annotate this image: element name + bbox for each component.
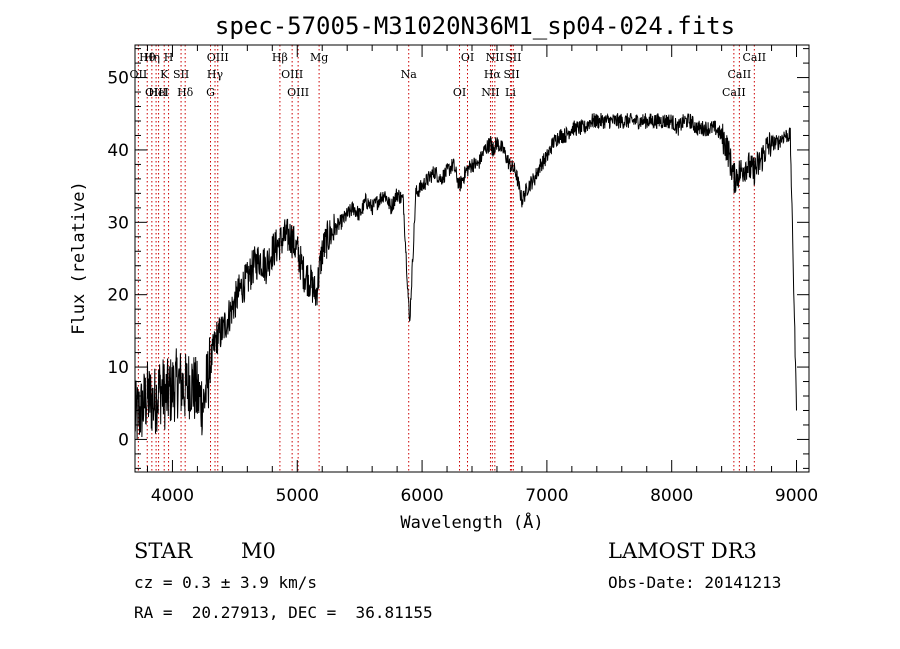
line-marker-label: Hη [144, 51, 160, 64]
y-axis-label: Flux (relative) [69, 181, 89, 335]
line-marker-label: Li [505, 86, 516, 99]
line-marker-label: OIII [207, 51, 229, 64]
object-subclass: M0 [241, 539, 276, 563]
line-marker-label: OIII [287, 86, 309, 99]
line-marker-label: SII [505, 51, 521, 64]
line-marker-label: OI [461, 51, 474, 64]
line-marker-label: SII [503, 68, 519, 81]
line-marker-label: OIII [281, 68, 303, 81]
line-marker-label: Hγ [207, 68, 224, 81]
y-tick-label: 50 [107, 69, 129, 89]
x-tick-label: 9000 [775, 486, 818, 506]
observation-date: Obs-Date: 20141213 [608, 573, 782, 592]
x-tick-label: 5000 [276, 486, 319, 506]
plot-frame [134, 44, 810, 473]
x-tick-label: 4000 [151, 486, 194, 506]
x-tick-label: 6000 [400, 486, 443, 506]
y-tick-label: 10 [107, 358, 129, 378]
y-tick-label: 0 [118, 430, 129, 450]
object-class: STAR [134, 539, 193, 563]
line-marker-label: CaII [742, 51, 766, 64]
line-marker-label: OII [130, 68, 148, 81]
y-tick-label: 30 [107, 213, 129, 233]
x-tick-label: 8000 [650, 486, 693, 506]
line-marker-label: H [164, 51, 174, 64]
line-marker-label: Hδ [177, 86, 194, 99]
y-tick-label: 40 [107, 141, 129, 161]
line-marker-label: OIII [145, 86, 167, 99]
coordinates-text: RA = 20.27913, DEC = 36.81155 [134, 603, 433, 622]
line-marker-label: SII [173, 68, 189, 81]
y-axis: 0 10 20 30 40 50 [107, 48, 809, 469]
line-marker-label: G [206, 86, 215, 99]
chart-title: spec-57005-M31020N36M1_sp04-024.fits [215, 12, 735, 40]
line-marker-label: Na [401, 68, 418, 81]
line-marker-label: Mg [310, 51, 328, 64]
survey-label: LAMOST DR3 [608, 539, 757, 563]
line-marker-label: Hα [484, 68, 502, 81]
line-marker-label: NII [481, 86, 499, 99]
line-marker-label: K [160, 68, 169, 81]
line-marker-labels: Hθ OII OIII HηK HeI H SII Hδ OIII Hγ G Hβ OIII OIII Mg… [130, 51, 767, 99]
line-marker-label: Hβ [272, 51, 288, 64]
line-marker-label: OI [453, 86, 466, 99]
spectrum-line [134, 112, 797, 440]
line-marker-label: CaII [728, 68, 752, 81]
line-marker-label: NII [486, 51, 504, 64]
redshift-text: cz = 0.3 ± 3.9 km/s [134, 573, 318, 592]
line-markers [137, 45, 755, 472]
line-marker-label: CaII [722, 86, 746, 99]
x-tick-label: 7000 [525, 486, 568, 506]
x-axis: 4000 5000 6000 7000 8000 9000 [146, 45, 818, 506]
y-tick-label: 20 [107, 286, 129, 306]
line-marker-label: Hθ [139, 51, 156, 64]
line-marker-label: HeI [148, 86, 168, 99]
x-axis-label: Wavelength (Å) [400, 511, 543, 533]
